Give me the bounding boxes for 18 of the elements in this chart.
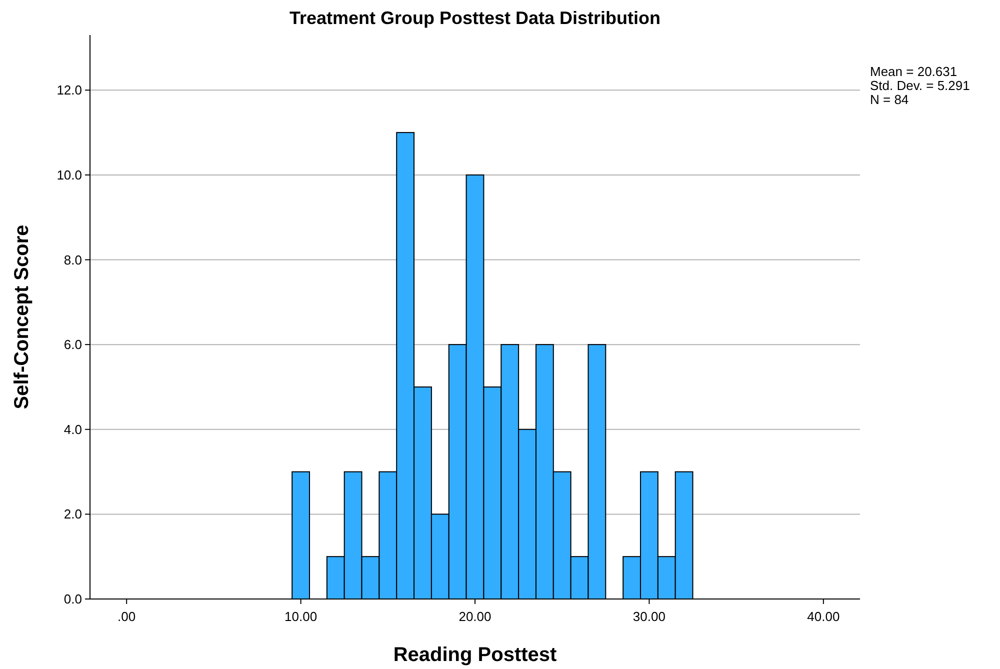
text: Mean = 20.631 <box>870 64 958 79</box>
chart-title: Treatment Group Posttest Data Distribution <box>289 8 661 28</box>
y-tick-label: 6.0 <box>64 337 82 352</box>
x-tick-label: 10.00 <box>284 609 318 624</box>
y-tick-label: 8.0 <box>64 252 82 268</box>
y-tick-label: 2.0 <box>64 506 82 522</box>
y-tick-label: 10.0 <box>56 167 82 182</box>
x-axis-title: Reading Posttest <box>393 644 558 666</box>
y-axis-title: Self-Concept Score <box>11 224 33 410</box>
y-tick-label: 4.0 <box>64 422 82 437</box>
x-tick-label: 20.00 <box>458 609 492 624</box>
x-tick-label: 30.00 <box>632 609 666 624</box>
y-tick-label: 12.0 <box>56 82 82 98</box>
text: Std. Dev. = 5.291 <box>870 78 970 93</box>
text: N = 84 <box>870 92 909 107</box>
x-tick-label: 40.00 <box>807 609 840 624</box>
x-tick-label: .00 <box>118 609 136 624</box>
y-tick-label: 0.0 <box>64 592 82 607</box>
